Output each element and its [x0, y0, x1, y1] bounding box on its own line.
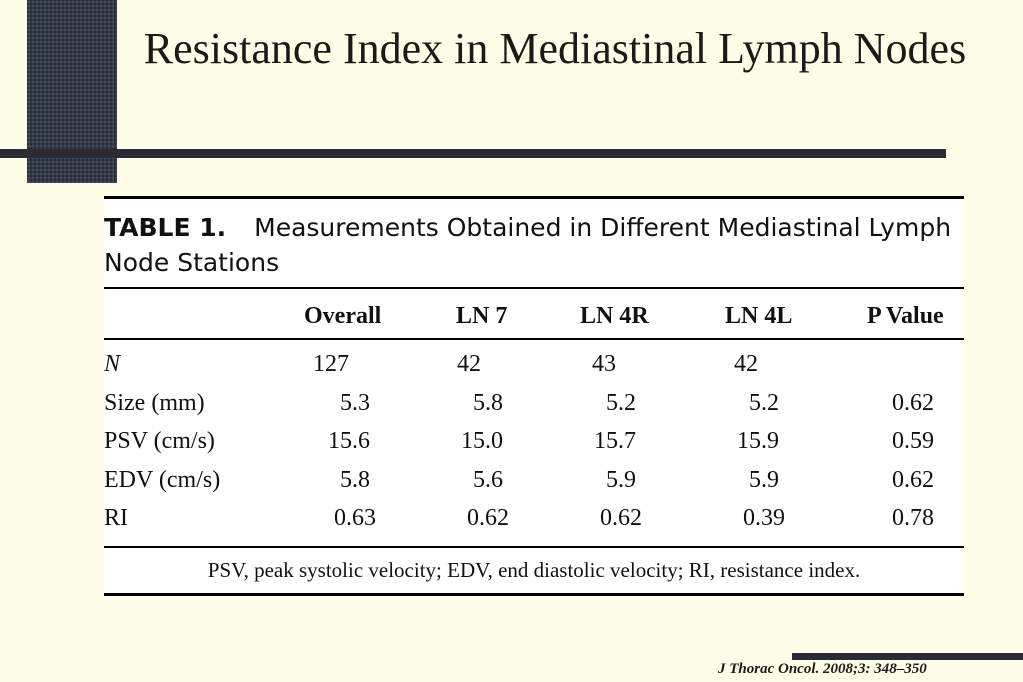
citation: J Thorac Oncol. 2008;3: 348–350: [718, 661, 927, 678]
row-label-ri: RI: [104, 505, 128, 532]
table-cell: 0.62: [576, 505, 666, 532]
header-bottom-rule: [104, 338, 964, 340]
title-underline-bar: [0, 149, 946, 158]
table-cell: 0.62: [868, 467, 958, 494]
table-cell: 5.9: [719, 467, 809, 494]
table-bottom-rule: [104, 593, 964, 596]
table-cell: 15.0: [437, 428, 527, 455]
table-cell: 5.8: [443, 390, 533, 417]
table-cell: 5.8: [310, 467, 400, 494]
table-cell: 0.62: [443, 505, 533, 532]
table-cell: 0.39: [719, 505, 809, 532]
row-label-edv: EDV (cm/s): [104, 467, 220, 494]
table-caption-label: TABLE 1.: [104, 213, 226, 242]
table-cell: 42: [424, 351, 514, 378]
table-cell: 43: [559, 351, 649, 378]
table-cell: 0.63: [310, 505, 400, 532]
table-cell: 127: [286, 351, 376, 378]
table-caption: TABLE 1. Measurements Obtained in Differe…: [104, 210, 964, 280]
row-label-psv: PSV (cm/s): [104, 428, 215, 455]
table-cell: 15.7: [570, 428, 660, 455]
table-cell: 0.78: [868, 505, 958, 532]
column-header-ln7: LN 7: [456, 303, 507, 330]
table-cell: 5.2: [576, 390, 666, 417]
table-caption-text: Measurements Obtained in Different Media…: [104, 213, 951, 277]
row-label-n: N: [104, 351, 120, 378]
table-cell: 5.6: [443, 467, 533, 494]
table-top-rule: [104, 196, 964, 199]
column-header-p-value: P Value: [867, 303, 944, 330]
column-header-overall: Overall: [304, 303, 381, 330]
table-cell: 5.2: [719, 390, 809, 417]
citation-bar: [792, 653, 1023, 660]
column-header-ln4l: LN 4L: [725, 303, 792, 330]
table-cell: 0.59: [868, 428, 958, 455]
table-image: TABLE 1. Measurements Obtained in Differe…: [104, 196, 964, 598]
row-label-size: Size (mm): [104, 390, 205, 417]
table-cell: 15.6: [304, 428, 394, 455]
slide-title: Resistance Index in Mediastinal Lymph No…: [130, 22, 980, 76]
table-cell: 5.9: [576, 467, 666, 494]
table-cell: 42: [701, 351, 791, 378]
column-header-ln4r: LN 4R: [580, 303, 649, 330]
table-cell: 0.62: [868, 390, 958, 417]
table-cell: 5.3: [310, 390, 400, 417]
header-top-rule: [104, 287, 964, 289]
body-bottom-rule: [104, 546, 964, 548]
table-cell: 15.9: [713, 428, 803, 455]
table-footnote: PSV, peak systolic velocity; EDV, end di…: [104, 558, 964, 583]
